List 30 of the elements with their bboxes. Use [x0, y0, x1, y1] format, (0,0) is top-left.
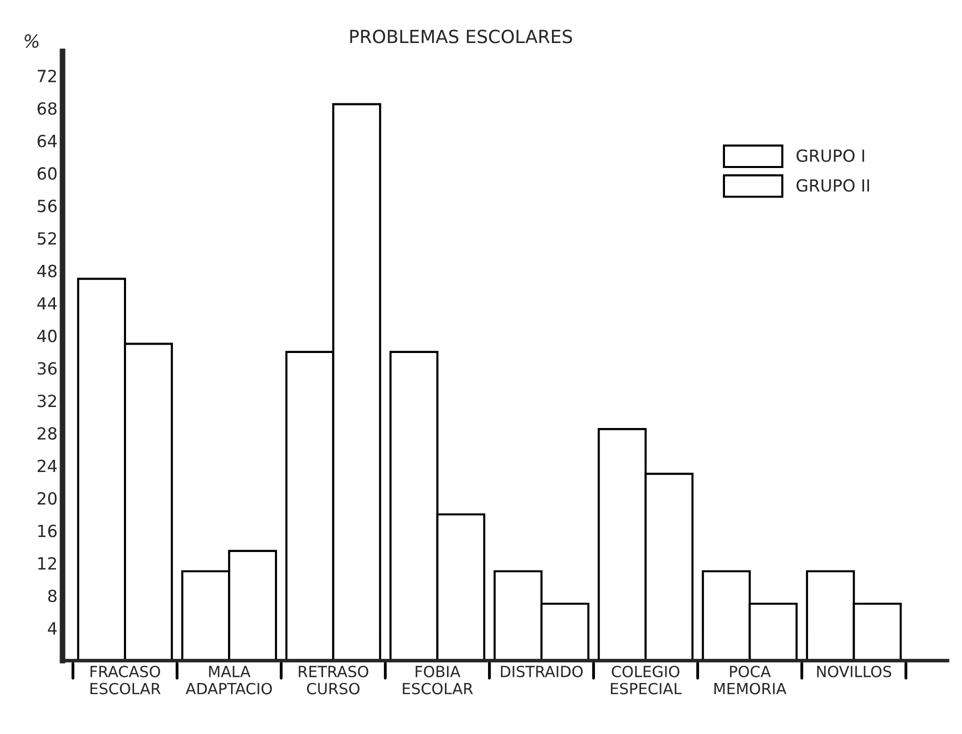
y-tick-label: 28: [38, 427, 57, 440]
y-tick-label: 24: [38, 460, 57, 472]
x-tick-label: DISTRAIDO: [500, 666, 583, 678]
y-tick-label: 44: [37, 297, 57, 310]
y-tick-label: 12: [38, 557, 56, 570]
x-tick-label: FRACASO ESCOLAR: [90, 666, 161, 694]
y-tick-label: 4: [48, 622, 57, 634]
chart-title: PROBLEMAS ESCOLARES: [350, 30, 572, 44]
x-tick-label: POCA MEMORIA: [714, 666, 786, 694]
y-tick-label: 48: [37, 264, 57, 278]
y-tick-label: 32: [38, 394, 56, 408]
y-tick-label: 60: [38, 167, 57, 180]
x-tick-label: COLEGIO ESPECIAL: [610, 666, 682, 694]
y-tick-label: 52: [38, 232, 56, 245]
y-tick-label: 8: [48, 590, 57, 602]
y-tick-label: 16: [38, 524, 57, 538]
y-tick-label: 68: [38, 102, 57, 115]
x-tick-label: FOBIA ESCOLAR: [402, 666, 473, 694]
legend-label: GRUPO II: [796, 179, 869, 192]
y-tick-label: 72: [38, 70, 56, 82]
x-tick-label: RETRASO CURSO: [298, 666, 368, 694]
legend-label: GRUPO I: [796, 149, 864, 162]
y-tick-label: 64: [38, 134, 57, 148]
y-tick-label: 36: [38, 362, 57, 375]
y-tick-label: 40: [37, 330, 57, 342]
x-tick-label: MALA ADAPTACIO: [186, 666, 272, 694]
y-tick-label: 56: [38, 200, 57, 212]
x-tick-label: NOVILLOS: [817, 666, 892, 678]
y-axis-title: %: [24, 34, 38, 48]
y-tick-label: 20: [38, 492, 57, 505]
